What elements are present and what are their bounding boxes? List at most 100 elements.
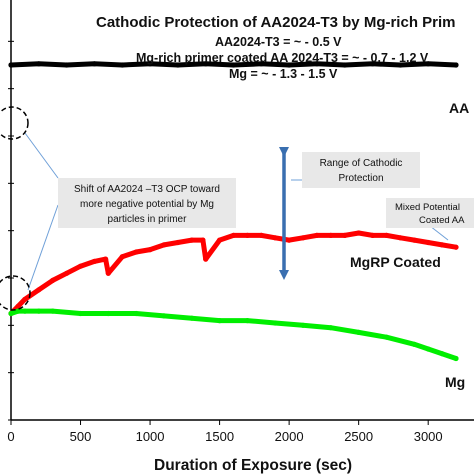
data-point bbox=[119, 62, 125, 68]
data-point bbox=[8, 310, 14, 317]
data-point bbox=[22, 296, 28, 302]
data-point bbox=[244, 232, 250, 238]
data-point bbox=[175, 239, 181, 246]
shift-box bbox=[58, 178, 236, 228]
data-point bbox=[64, 62, 70, 68]
series-line bbox=[8, 230, 459, 316]
data-point bbox=[300, 235, 306, 241]
data-point bbox=[119, 254, 125, 260]
mixed-pointer bbox=[429, 225, 449, 241]
series-mg bbox=[8, 308, 459, 362]
subtitle-line-1: AA2024-T3 = ~ - 0.5 V bbox=[215, 35, 342, 49]
data-point bbox=[425, 239, 431, 246]
range-box-line-1: Range of Cathodic bbox=[320, 158, 403, 169]
data-point bbox=[230, 232, 237, 238]
data-point bbox=[15, 303, 21, 309]
data-point bbox=[244, 318, 250, 324]
data-point bbox=[453, 355, 459, 362]
data-point bbox=[189, 237, 195, 243]
plot-frame bbox=[10, 0, 474, 421]
data-point bbox=[272, 320, 278, 326]
x-tick-label: 3000 bbox=[414, 429, 443, 444]
data-point bbox=[203, 256, 209, 262]
y-axis-ticks bbox=[8, 40, 14, 421]
data-point bbox=[64, 270, 70, 276]
data-point bbox=[36, 61, 42, 67]
data-point bbox=[36, 287, 42, 293]
range-callout: Range of Cathodic Protection bbox=[279, 147, 420, 280]
data-point bbox=[411, 237, 417, 243]
x-tick-label: 1500 bbox=[205, 429, 234, 444]
x-tick-label: 0 bbox=[7, 429, 14, 444]
data-point bbox=[453, 244, 459, 250]
x-tick-label: 2000 bbox=[275, 429, 304, 444]
shift-note-line-3: particles in primer bbox=[108, 214, 188, 225]
mixed-note-line-1: Mixed Potential bbox=[395, 202, 460, 213]
x-axis-ticks: 0 500 1000 1500 2000 2500 3000 bbox=[7, 420, 443, 444]
subtitle-line-2: Mg-rich primer coated AA 2024-T3 = ~ - 0… bbox=[136, 51, 429, 65]
data-point bbox=[342, 232, 348, 238]
series-line bbox=[8, 308, 459, 361]
shift-note-line-1: Shift of AA2024 –T3 OCP toward bbox=[74, 184, 220, 195]
data-point bbox=[314, 61, 320, 67]
mg-series-label: Mg bbox=[445, 374, 465, 390]
shift-pointer-top bbox=[24, 132, 59, 179]
data-point bbox=[370, 232, 376, 238]
data-point bbox=[133, 310, 139, 317]
data-point bbox=[272, 235, 278, 241]
series-aa bbox=[8, 61, 459, 68]
data-point bbox=[439, 242, 445, 248]
data-point bbox=[77, 263, 84, 269]
data-point bbox=[103, 256, 109, 262]
data-point bbox=[22, 308, 28, 314]
data-point bbox=[161, 242, 167, 248]
data-point bbox=[147, 247, 153, 253]
data-point bbox=[258, 61, 264, 67]
data-point bbox=[286, 62, 292, 68]
data-point bbox=[200, 237, 206, 243]
mixed-note-line-2: Coated AA bbox=[419, 215, 465, 226]
data-point bbox=[411, 341, 417, 347]
data-point bbox=[328, 232, 334, 238]
mgrp-series-label: MgRP Coated bbox=[350, 254, 441, 270]
data-point bbox=[91, 61, 97, 67]
data-point bbox=[203, 61, 209, 67]
shift-start-circle-lower bbox=[0, 275, 31, 311]
data-point bbox=[370, 61, 376, 67]
data-point bbox=[258, 232, 264, 238]
data-point bbox=[439, 351, 445, 357]
data-point bbox=[91, 258, 97, 264]
data-point bbox=[383, 334, 390, 340]
data-point bbox=[286, 237, 292, 243]
x-tick-label: 500 bbox=[70, 429, 92, 444]
series-layer bbox=[8, 61, 459, 362]
data-point bbox=[217, 318, 223, 324]
x-axis-label: Duration of Exposure (sec) bbox=[154, 457, 352, 474]
shift-start-circle-upper bbox=[0, 106, 29, 140]
x-tick-label: 1000 bbox=[136, 429, 165, 444]
data-point bbox=[342, 62, 348, 68]
data-point bbox=[105, 270, 111, 276]
data-point bbox=[133, 249, 139, 255]
data-point bbox=[425, 346, 431, 352]
data-point bbox=[356, 230, 362, 236]
data-point bbox=[77, 310, 84, 317]
shift-callout: Shift of AA2024 –T3 OCP toward more nega… bbox=[0, 106, 236, 311]
mixed-callout: Mixed Potential Coated AA bbox=[386, 198, 474, 241]
data-point bbox=[383, 232, 390, 238]
range-box bbox=[302, 152, 420, 188]
data-point bbox=[453, 62, 459, 68]
series-mgrp-coated bbox=[8, 230, 459, 317]
shift-note-line-2: more negative potential by Mg bbox=[80, 199, 214, 210]
data-point bbox=[36, 308, 42, 314]
data-point bbox=[50, 308, 56, 314]
data-point bbox=[189, 315, 195, 321]
subtitle-line-3: Mg = ~ - 1.3 - 1.5 V bbox=[229, 67, 338, 81]
data-point bbox=[147, 61, 153, 67]
data-point bbox=[397, 235, 403, 241]
x-tick-label: 2500 bbox=[344, 429, 373, 444]
data-point bbox=[314, 232, 320, 238]
data-point bbox=[328, 325, 334, 331]
data-point bbox=[300, 322, 306, 328]
